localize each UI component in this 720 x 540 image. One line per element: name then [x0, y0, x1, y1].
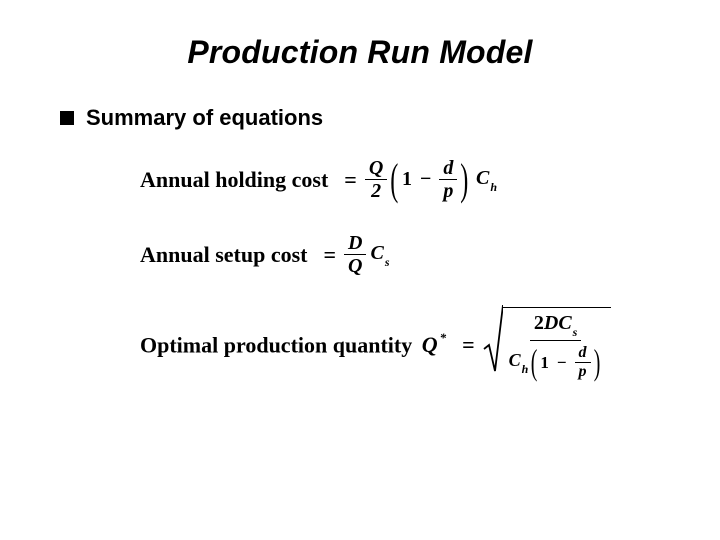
slide: Production Run Model Summary of equation…	[0, 0, 720, 540]
var-d: D	[544, 312, 558, 334]
fraction-denominator: 2	[367, 180, 385, 202]
slide-title: Production Run Model	[50, 34, 670, 71]
variable-c: Cs	[370, 242, 389, 268]
var-c: Ch	[509, 350, 529, 375]
equations-block: Annual holding cost = Q 2 ( 1 − d p )	[140, 157, 670, 383]
square-bullet-icon	[60, 111, 74, 125]
fraction-denominator: p	[439, 180, 457, 202]
bullet-text: Summary of equations	[86, 105, 323, 131]
paren-inner: 1 − d p	[540, 344, 590, 381]
fraction-numerator: D	[344, 232, 366, 255]
subscript: s	[573, 325, 578, 339]
fraction-numerator: d	[575, 344, 591, 363]
fraction: d p	[439, 157, 457, 202]
fraction-numerator: Q	[365, 157, 387, 180]
fraction-denominator: Q	[344, 255, 366, 277]
subscript: s	[385, 255, 390, 269]
constant-one: 1	[540, 353, 549, 373]
fraction-denominator: p	[575, 363, 591, 381]
square-root: 2DCs Ch ( 1 − d p	[483, 307, 611, 383]
constant-two: 2	[534, 312, 544, 334]
fraction: d p	[575, 344, 591, 381]
paren-group: ( 1 − d p )	[387, 157, 472, 202]
radicand: 2DCs Ch ( 1 − d p	[503, 307, 611, 383]
radical-icon	[483, 307, 503, 383]
equation-label: Optimal production quantity Q*	[140, 332, 446, 358]
equals-sign: =	[462, 332, 475, 358]
sqrt-numerator: 2DCs	[530, 312, 581, 341]
fraction-numerator: d	[439, 157, 457, 180]
equals-sign: =	[323, 242, 336, 268]
equation-label: Annual setup cost	[140, 242, 307, 268]
variable-q-star: Q*	[422, 332, 446, 357]
equals-sign: =	[344, 167, 357, 193]
paren-open-icon: (	[391, 162, 399, 197]
minus-sign: −	[420, 168, 431, 191]
var-letter: C	[476, 167, 489, 189]
bullet-item: Summary of equations	[60, 105, 670, 131]
fraction: Q 2	[365, 157, 387, 202]
paren-close-icon: )	[593, 348, 600, 377]
equation-optimal-quantity: Optimal production quantity Q* = 2DCs	[140, 307, 670, 383]
var-c: C	[558, 312, 571, 334]
var-letter: C	[370, 242, 383, 264]
sqrt-denominator: Ch ( 1 − d p )	[509, 341, 603, 381]
var-letter: C	[509, 350, 521, 370]
variable-c: Ch	[476, 167, 497, 193]
fraction: D Q	[344, 232, 366, 277]
constant-one: 1	[402, 168, 412, 191]
label-text: Optimal production quantity	[140, 332, 412, 357]
paren-open-icon: (	[531, 348, 538, 377]
subscript: h	[490, 180, 497, 194]
paren-close-icon: )	[461, 162, 469, 197]
paren-inner: 1 − d p	[402, 157, 457, 202]
subscript: h	[522, 362, 529, 376]
equation-label: Annual holding cost	[140, 167, 328, 193]
superscript-star: *	[440, 330, 447, 345]
minus-sign: −	[557, 353, 567, 373]
equation-setup-cost: Annual setup cost = D Q Cs	[140, 232, 670, 277]
var-letter: Q	[422, 332, 438, 357]
equation-holding-cost: Annual holding cost = Q 2 ( 1 − d p )	[140, 157, 670, 202]
